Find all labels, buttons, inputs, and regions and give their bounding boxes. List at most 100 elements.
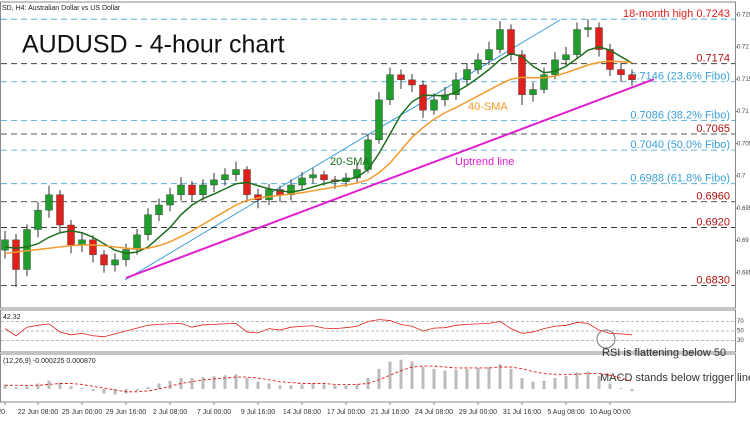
candle-body bbox=[221, 174, 229, 181]
candle-body bbox=[529, 89, 537, 95]
rsi-line bbox=[4, 319, 633, 338]
sma-label: 20-SMA bbox=[330, 156, 370, 168]
x-tick-label: 5 Aug 08:00 bbox=[547, 409, 584, 416]
x-tick-label: 29 Jul 00:00 bbox=[459, 409, 497, 416]
candle-body bbox=[199, 184, 207, 195]
x-tick-label: 7 Jul 00:00 bbox=[197, 409, 231, 416]
level-label: 0.6920 bbox=[696, 216, 730, 228]
x-tick-label: 17 Jul 00:00 bbox=[327, 409, 365, 416]
sma-label: 40-SMA bbox=[468, 101, 508, 113]
x-tick-label: 25 Jun 00:00 bbox=[62, 409, 103, 416]
candle-body bbox=[474, 59, 482, 70]
candle-body bbox=[518, 54, 526, 95]
candle-body bbox=[595, 27, 603, 50]
candle-body bbox=[584, 27, 592, 30]
main-panel bbox=[0, 1, 736, 309]
candle-body bbox=[210, 179, 218, 186]
candle-body bbox=[375, 99, 383, 141]
trendline-label: Uptrend line bbox=[455, 156, 514, 168]
trendline bbox=[125, 78, 655, 279]
x-tick-label: 29 Jun 16:00 bbox=[106, 409, 147, 416]
x-tick-label: 10 Aug 00:00 bbox=[589, 409, 630, 416]
rsi-label: 42.32 bbox=[3, 314, 21, 321]
candle-body bbox=[122, 249, 130, 261]
x-tick-label: 2020 bbox=[0, 409, 5, 416]
candle-body bbox=[177, 184, 185, 195]
candle-body bbox=[188, 184, 196, 195]
y-tick-label: 0.72 bbox=[737, 45, 749, 51]
candle-body bbox=[606, 49, 614, 70]
candle-body bbox=[397, 74, 405, 81]
candle-body bbox=[166, 194, 174, 206]
candle-body bbox=[463, 69, 471, 81]
candle-body bbox=[23, 229, 31, 270]
candle-body bbox=[67, 224, 75, 246]
candle-body bbox=[111, 259, 119, 266]
candle-body bbox=[232, 169, 240, 175]
y-tick-label: 0.7 bbox=[737, 174, 746, 180]
macd-annotation: MACD stands below trigger line bbox=[600, 372, 750, 384]
y-tick-label: 0.685 bbox=[737, 270, 750, 276]
rsi-tick-label: 70 bbox=[737, 319, 744, 325]
candle-body bbox=[298, 177, 306, 186]
header: SD, H4: Australian Dollar vs US Dollar bbox=[2, 5, 121, 12]
y-tick-label: 0.725 bbox=[737, 12, 750, 18]
level-label: 0.7065 bbox=[696, 123, 730, 135]
rsi-highlight bbox=[596, 329, 616, 349]
rsi-tick-label: 30 bbox=[737, 338, 744, 344]
level-label: 0.7040 (50.0% Fibo) bbox=[630, 139, 730, 151]
y-tick-label: 0.715 bbox=[737, 77, 750, 83]
x-tick-label: 14 Jul 08:00 bbox=[283, 409, 321, 416]
level-label: 0.7146 (23.6% Fibo) bbox=[630, 71, 730, 83]
candle-body bbox=[45, 194, 53, 211]
candle-body bbox=[496, 29, 504, 50]
candle-body bbox=[1, 239, 9, 251]
candle-body bbox=[89, 239, 97, 255]
level-label: 0.6988 (61.8% Fibo) bbox=[630, 173, 730, 185]
candle-body bbox=[155, 204, 163, 215]
candle-body bbox=[540, 74, 548, 90]
x-tick-label: 9 Jul 16:00 bbox=[241, 409, 275, 416]
candle-body bbox=[628, 74, 636, 81]
candle-body bbox=[100, 254, 108, 266]
x-tick-label: 2 Jul 08:00 bbox=[153, 409, 187, 416]
level-label: 0.7174 bbox=[696, 53, 730, 65]
candle-body bbox=[441, 94, 449, 101]
x-tick-label: 24 Jul 08:00 bbox=[415, 409, 453, 416]
candle-body bbox=[133, 234, 141, 250]
candle-body bbox=[144, 214, 152, 235]
candle-body bbox=[551, 59, 559, 75]
candle-body bbox=[56, 194, 64, 226]
level-label: 0.6830 bbox=[696, 275, 730, 287]
candle-body bbox=[430, 99, 438, 111]
macd-panel bbox=[0, 353, 736, 403]
candle-body bbox=[386, 74, 394, 101]
level-label: 0.6960 bbox=[696, 191, 730, 203]
y-tick-label: 0.69 bbox=[737, 238, 749, 244]
candle-body bbox=[485, 49, 493, 61]
sma-line bbox=[4, 60, 633, 255]
candle-body bbox=[507, 29, 515, 55]
candle-body bbox=[573, 29, 581, 55]
candle-body bbox=[320, 174, 328, 181]
x-tick-label: 31 Jul 16:00 bbox=[503, 409, 541, 416]
candle-body bbox=[562, 54, 570, 61]
y-tick-label: 0.695 bbox=[737, 206, 750, 212]
rsi-panel bbox=[0, 309, 736, 353]
candle-body bbox=[265, 189, 273, 201]
candle-body bbox=[78, 239, 86, 246]
x-tick-label: 22 Jun 08:00 bbox=[18, 409, 59, 416]
macd-label: (12,26,9) -0.000225 0.000870 bbox=[3, 358, 96, 365]
candle-body bbox=[452, 79, 460, 95]
candle-body bbox=[12, 239, 20, 270]
candle-body bbox=[617, 69, 625, 75]
macd-signal bbox=[5, 365, 633, 393]
x-tick-label: 21 Jul 16:00 bbox=[371, 409, 409, 416]
rsi-tick-label: 50 bbox=[737, 329, 744, 335]
candle-body bbox=[34, 209, 42, 230]
level-label: 0.7086 (38.2% Fibo) bbox=[630, 109, 730, 121]
level-label: 18-month high 0.7243 bbox=[623, 8, 730, 20]
candle-body bbox=[309, 174, 317, 179]
y-tick-label: 0.705 bbox=[737, 141, 750, 147]
